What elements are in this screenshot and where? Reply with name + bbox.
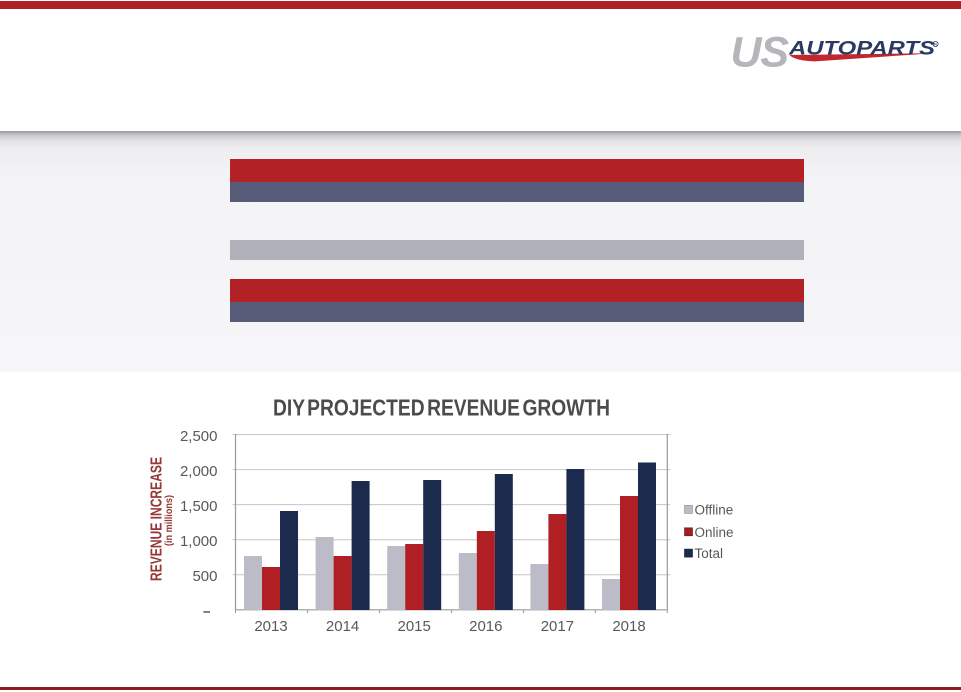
svg-text:US: US: [731, 29, 790, 69]
svg-text:REVENUE INCREASE: REVENUE INCREASE: [149, 457, 166, 581]
svg-text:1,500: 1,500: [180, 498, 218, 515]
svg-text:(in millions): (in millions): [164, 495, 175, 546]
svg-text:2015: 2015: [398, 618, 431, 635]
svg-text:DIY PROJECTED REVENUE GROWTH: DIY PROJECTED REVENUE GROWTH: [273, 395, 610, 421]
svg-text:500: 500: [192, 568, 217, 585]
svg-text:2013: 2013: [254, 618, 287, 635]
svg-text:2016: 2016: [469, 618, 502, 635]
svg-text:Offline: Offline: [695, 503, 734, 518]
svg-text:2,000: 2,000: [180, 463, 218, 480]
svg-text:Total: Total: [695, 546, 724, 561]
svg-text:2014: 2014: [326, 618, 359, 635]
svg-text:2017: 2017: [541, 618, 574, 635]
svg-text:2018: 2018: [612, 618, 645, 635]
svg-text:2,500: 2,500: [180, 428, 218, 445]
svg-text:AUTOPARTS: AUTOPARTS: [788, 38, 935, 60]
svg-text:R: R: [934, 42, 938, 47]
svg-text:1,000: 1,000: [180, 533, 218, 550]
svg-text:Online: Online: [695, 525, 734, 540]
